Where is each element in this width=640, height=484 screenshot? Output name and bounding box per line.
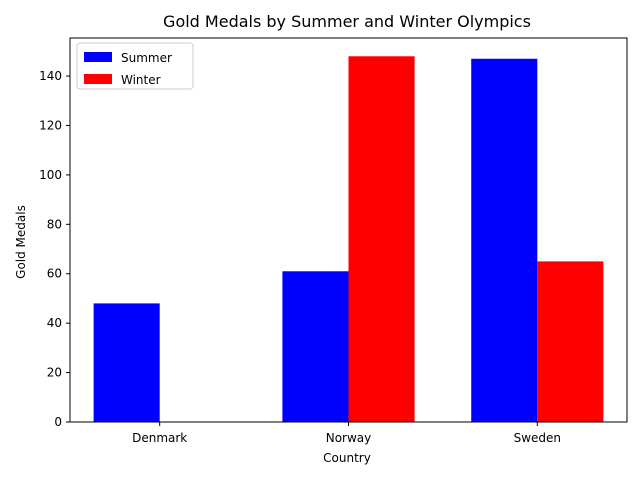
bar-winter-norway [348, 56, 415, 423]
bar-summer-denmark [93, 303, 160, 422]
bars-group [93, 56, 604, 423]
chart-title: Gold Medals by Summer and Winter Olympic… [163, 12, 531, 31]
y-tick-label: 100 [39, 168, 62, 182]
y-tick-label: 140 [39, 69, 62, 83]
legend-swatch-winter [84, 74, 112, 84]
bar-summer-norway [282, 271, 349, 422]
bar-winter-sweden [537, 261, 604, 422]
y-tick-label: 40 [47, 316, 62, 330]
x-tick-label: Sweden [514, 431, 561, 445]
y-axis-label: Gold Medals [14, 205, 28, 279]
y-tick-label: 120 [39, 118, 62, 132]
bar-summer-sweden [471, 58, 538, 423]
y-tick-label: 20 [47, 366, 62, 380]
y-tick-label: 60 [47, 267, 62, 281]
legend-label-summer: Summer [121, 51, 172, 65]
legend-label-winter: Winter [121, 73, 161, 87]
y-tick-label: 0 [54, 415, 62, 429]
plot-area: Denmark Norway Sweden 0 20 40 60 80 100 120 140 [39, 37, 628, 445]
y-axis-ticks: 0 20 40 60 80 100 120 140 [39, 69, 70, 429]
x-tick-label: Norway [326, 431, 372, 445]
x-axis-ticks: Denmark Norway Sweden [132, 422, 561, 445]
axes-frame [69, 37, 628, 423]
x-axis-label: Country [323, 451, 371, 465]
x-tick-label: Denmark [132, 431, 187, 445]
legend-swatch-summer [84, 52, 112, 62]
y-tick-label: 80 [47, 217, 62, 231]
legend: Summer Winter [76, 42, 194, 90]
